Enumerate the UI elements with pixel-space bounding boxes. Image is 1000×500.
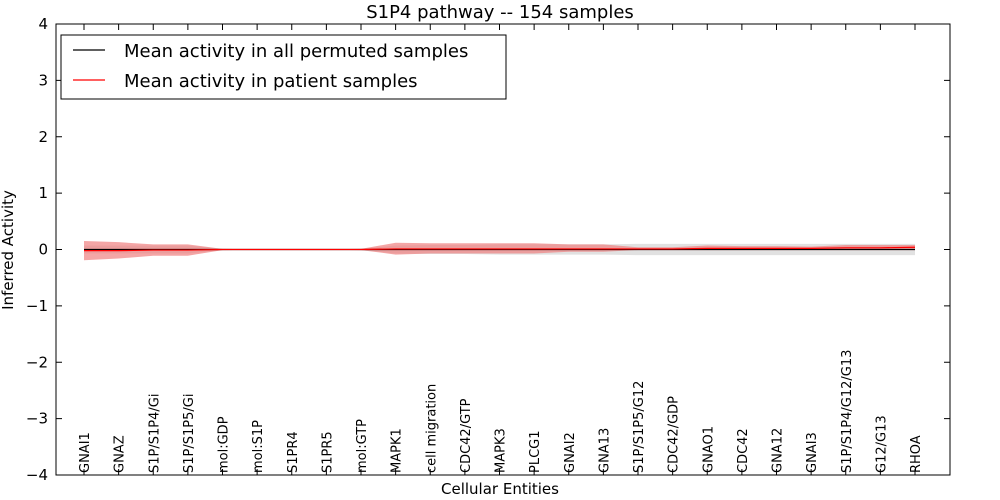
legend-label-patient: Mean activity in patient samples [124, 71, 418, 92]
x-category-label: GNAI1 [78, 432, 93, 473]
series-lines [84, 246, 916, 252]
x-category-label: mol:S1P [251, 420, 266, 473]
band-series-1 [84, 241, 915, 261]
x-category-label: RHOA [909, 435, 924, 473]
x-category-label: mol:GTP [355, 419, 370, 473]
x-category-label: MAPK3 [494, 428, 509, 473]
y-tick-label: −1 [26, 297, 48, 315]
x-axis-label: Cellular Entities [441, 480, 559, 498]
y-tick-label: 3 [38, 71, 48, 89]
y-tick-label: −2 [26, 353, 48, 371]
x-category-label: S1PR4 [286, 431, 301, 473]
y-tick-label: 4 [38, 15, 48, 33]
x-category-label: GNA12 [771, 428, 786, 473]
x-category-label: CDC42/GTP [459, 398, 474, 473]
y-axis-label: Inferred Activity [0, 190, 17, 310]
x-category-label: GNAI2 [563, 432, 578, 473]
y-tick-label: −3 [26, 410, 48, 428]
x-category-label: GNAO1 [701, 426, 716, 473]
line-series-1 [84, 246, 916, 252]
y-tick-label: −4 [26, 466, 48, 484]
x-axis: GNAI1 GNAZ S1P/S1P4/Gi S1P/S1P5/Gi mol:GDP mo… [78, 24, 924, 475]
legend: Mean activity in all permuted samples Me… [60, 34, 507, 100]
x-category-label: S1P/S1P5/Gi [182, 394, 197, 473]
x-category-label: G12/G13 [874, 415, 889, 473]
x-category-label: MAPK1 [390, 428, 405, 473]
x-category-label: CDC42 [736, 428, 751, 473]
x-category-label: S1P/S1P4/Gi [147, 394, 162, 473]
y-tick-label: 2 [38, 128, 48, 146]
x-category-label: PLCG1 [528, 430, 543, 473]
legend-box [60, 34, 507, 100]
y-axis: 4 3 2 1 0 −1 −2 −3 −4 [26, 15, 950, 484]
x-category-label: S1P/S1P5/G12 [632, 381, 647, 473]
x-category-label: cell migration [424, 384, 439, 473]
x-category-label: GNA13 [597, 428, 612, 473]
x-category-label: GNAZ [113, 435, 128, 473]
x-category-label: mol:GDP [217, 416, 232, 473]
legend-label-permuted: Mean activity in all permuted samples [124, 41, 468, 62]
x-category-label: S1P/S1P4/G12/G13 [840, 350, 855, 473]
x-category-label: S1PR5 [320, 431, 335, 473]
y-tick-label: 0 [38, 241, 48, 259]
y-tick-label: 1 [38, 184, 48, 202]
chart-title: S1P4 pathway -- 154 samples [366, 2, 634, 23]
x-category-label: GNAI3 [805, 432, 820, 473]
x-category-label: CDC42/GDP [667, 396, 682, 473]
